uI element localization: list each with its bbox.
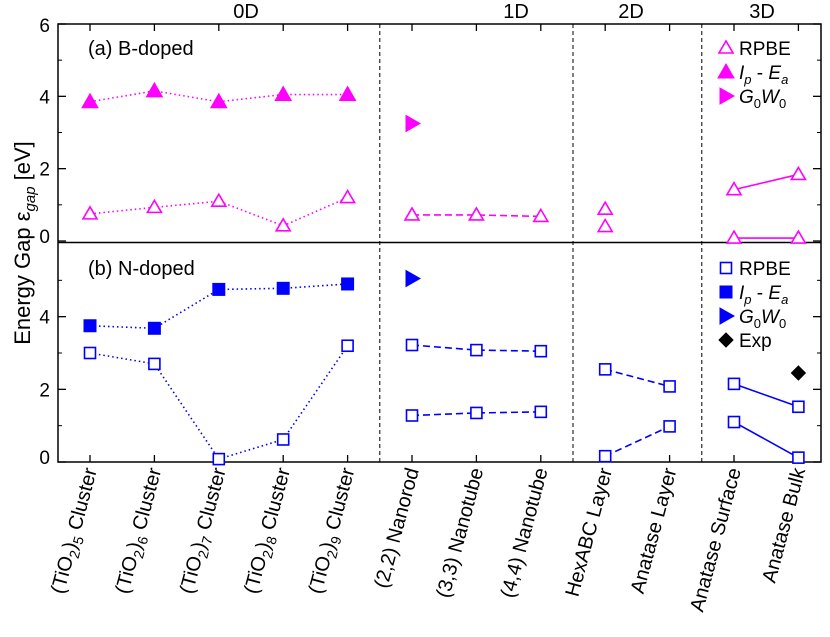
x-category-label: (3,3) Nanotube [432,466,488,601]
legend-label: RPBE [739,39,791,60]
data-point-rpbe [725,229,743,244]
data-point-rpbe [727,377,741,391]
data-point-rpbe [792,451,805,464]
data-point-rpbe [83,346,97,360]
x-category-label: HexABC Layer [562,465,618,599]
data-point-rpbe [341,339,354,353]
data-point-rpbe [212,452,226,466]
x-category-label: (TiO2)9 Cluster [305,465,363,597]
legend-marker [717,39,735,54]
data-point-rpbe [598,449,612,463]
legend-label: Ip - Ea [739,283,788,307]
data-point-rpbe [276,433,290,446]
data-point-i-p-e-a [341,277,355,291]
data-point-rpbe [596,217,614,233]
group-label-1d: 1D [503,1,529,23]
legend-label: G0W0 [739,87,786,111]
data-point-i-p-e-a [81,92,99,109]
y-tick-label: 4 [39,87,50,108]
data-point-rpbe [405,338,419,352]
data-point-rpbe [534,344,548,358]
data-point-i-p-e-a [276,281,290,295]
data-point-rpbe [725,181,743,196]
legend-label: G0W0 [739,307,786,331]
y-tick-label: 0 [39,227,50,248]
data-point-rpbe [339,189,356,204]
x-category-label: (2,2) Nanorod [371,466,424,591]
x-category-label: (TiO2)6 Cluster [112,465,170,597]
data-point-rpbe [81,205,99,220]
x-category-label: (TiO2)8 Cluster [240,465,298,597]
x-category-label: Anatase Layer [627,465,682,596]
legend-label: RPBE [739,259,791,280]
data-point-rpbe [274,217,292,232]
x-category-label: Anatase Bulk [758,465,810,585]
series-line-rpbe [733,173,799,191]
y-tick-label: 4 [39,308,50,329]
x-category-label: Anatase Surface [686,466,746,615]
data-point-rpbe [598,363,612,376]
data-point-rpbe [470,406,483,420]
data-point-rpbe [534,405,548,419]
legend-marker [718,332,734,348]
y-tick-label: 2 [39,380,50,401]
legend-marker [719,261,733,275]
x-category-label: (4,4) Nanotube [497,466,553,601]
data-point-rpbe [790,229,807,244]
data-point-exp [790,365,807,381]
y-tick-label: 2 [39,160,50,181]
series-line-rpbe [733,421,799,459]
legend-label: Exp [739,331,772,352]
data-point-rpbe [596,200,614,215]
data-point-i-p-e-a [209,92,228,109]
group-label-2d: 2D [618,1,644,23]
data-point-rpbe [532,207,550,223]
data-point-rpbe [663,380,676,393]
data-point-rpbe [663,420,676,433]
y-tick-label: 6 [39,16,50,37]
data-point-rpbe [727,415,741,429]
series-line-rpbe [89,196,348,227]
group-label-3d: 3D [749,1,775,23]
data-point-i-p-e-a [145,81,164,98]
series-line-rpbe [733,383,799,408]
data-point-g0w0 [405,114,422,133]
legend-marker [719,285,733,299]
series-line-rpbe [604,368,670,388]
data-point-rpbe [146,198,163,214]
data-point-i-p-e-a [274,85,293,102]
legend-marker [719,307,736,325]
x-category-label: (TiO2)5 Cluster [47,465,105,597]
data-point-g0w0 [405,269,422,288]
data-point-rpbe [148,357,161,371]
y-axis-label: Energy Gap εgap [eV] [10,141,39,345]
legend-marker [719,87,736,105]
data-point-rpbe [405,409,419,422]
legend-marker [717,62,735,79]
data-point-rpbe [792,400,805,414]
data-point-rpbe [790,165,807,181]
x-category-label: (TiO2)7 Cluster [176,465,234,597]
data-point-i-p-e-a [147,321,161,335]
data-point-i-p-e-a [212,282,226,296]
data-point-i-p-e-a [338,85,357,102]
data-point-i-p-e-a [83,319,97,333]
series-line-rpbe [89,345,349,461]
panel-title-b-doped: (a) B-doped [88,38,194,60]
data-point-rpbe [470,343,483,357]
data-point-rpbe [403,206,421,221]
panel-title-n-doped: (b) N-doped [88,258,195,280]
series-line-rpbe [604,425,670,457]
group-label-0d: 0D [233,1,259,23]
y-tick-label: 0 [39,448,50,469]
data-point-rpbe [210,192,228,208]
legend-label: Ip - Ea [739,63,788,87]
data-point-rpbe [468,206,485,221]
